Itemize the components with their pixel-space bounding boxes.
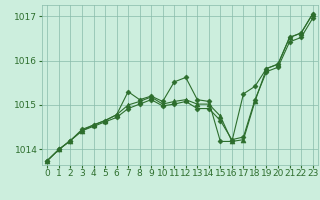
Text: Graphe pression niveau de la mer (hPa): Graphe pression niveau de la mer (hPa) bbox=[51, 186, 269, 195]
